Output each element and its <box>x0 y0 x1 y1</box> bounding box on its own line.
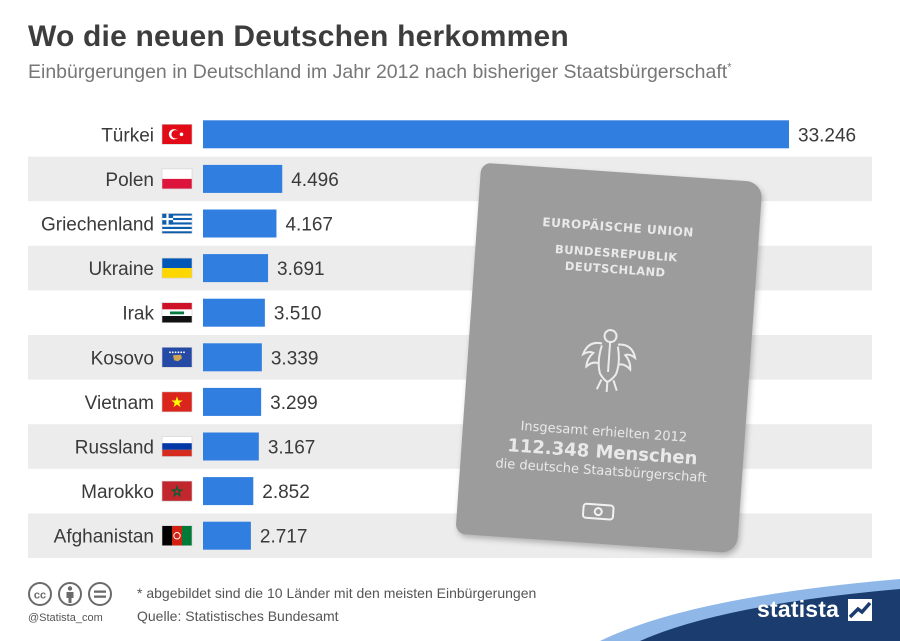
flag-ukraine-icon <box>161 257 193 279</box>
flag-vietnam-icon <box>161 391 193 413</box>
category-label-marokko: Marokko <box>81 482 154 503</box>
bar-griechenland <box>203 209 277 238</box>
passport-illustration: EUROPÄISCHE UNION BUNDESREPUBLIK DEUTSCH… <box>455 162 763 554</box>
bar-russland <box>203 432 259 461</box>
bar-ukraine <box>203 254 269 283</box>
category-label-afghanistan: Afghanistan <box>54 527 154 548</box>
bar-kosovo <box>203 343 262 372</box>
category-label-polen: Polen <box>105 170 154 191</box>
subtitle-footnote-mark: * <box>727 61 732 74</box>
value-label-kosovo: 3.339 <box>271 348 319 369</box>
statista-logo-text: statista <box>757 596 840 622</box>
flag-irak-icon <box>161 302 193 324</box>
equals-icon <box>88 582 112 606</box>
row-stripe-afghanistan <box>28 513 872 558</box>
by-icon <box>58 582 82 606</box>
bar-irak <box>203 298 265 327</box>
flag-polen-icon <box>161 168 193 190</box>
flag-kosovo-icon <box>161 346 193 368</box>
category-label-kosovo: Kosovo <box>91 348 154 369</box>
value-label-irak: 3.510 <box>274 304 322 325</box>
statista-logo-icon <box>848 599 872 621</box>
category-label-ukraine: Ukraine <box>89 259 154 280</box>
category-label-griechenland: Griechenland <box>41 215 154 236</box>
category-label-russland: Russland <box>75 438 154 459</box>
biometric-chip-icon <box>582 502 615 521</box>
flag-griechenland-icon <box>161 213 193 234</box>
category-label-vietnam: Vietnam <box>85 393 154 414</box>
value-label-marokko: 2.852 <box>262 482 310 503</box>
flag-russland-icon <box>161 436 193 457</box>
value-label-polen: 4.496 <box>291 170 339 191</box>
value-label-ukraine: 3.691 <box>277 259 325 280</box>
statista-handle: @Statista_com <box>28 612 103 624</box>
category-label-irak: Irak <box>122 304 154 325</box>
chart-title: Wo die neuen Deutschen herkommen <box>28 20 569 53</box>
value-label-vietnam: 3.299 <box>270 393 318 414</box>
category-label-turkei: Türkei <box>101 125 154 146</box>
flag-turkei-icon <box>161 124 193 145</box>
bar-afghanistan <box>203 521 251 550</box>
value-label-russland: 3.167 <box>268 438 316 459</box>
cc-icon: cc <box>28 582 52 606</box>
brand-wave <box>600 579 900 641</box>
bar-vietnam <box>203 387 262 416</box>
bar-turkei <box>203 120 789 149</box>
value-label-turkei: 33.246 <box>798 125 856 146</box>
flag-marokko-icon <box>161 480 193 502</box>
federal-eagle-icon <box>581 329 637 392</box>
svg-text:cc: cc <box>34 590 46 602</box>
chart-subtitle: Einbürgerungen in Deutschland im Jahr 20… <box>28 61 732 83</box>
value-label-griechenland: 4.167 <box>285 215 333 236</box>
bar-marokko <box>203 477 254 506</box>
row-stripe-russland <box>28 424 872 469</box>
value-label-afghanistan: 2.717 <box>260 527 308 548</box>
flag-afghanistan-icon <box>161 525 193 547</box>
footnote: * abgebildet sind die 10 Länder mit den … <box>137 585 537 601</box>
license-icons: cc <box>28 582 112 606</box>
source-line: Quelle: Statistisches Bundesamt <box>137 608 339 624</box>
bar-polen <box>203 164 283 193</box>
